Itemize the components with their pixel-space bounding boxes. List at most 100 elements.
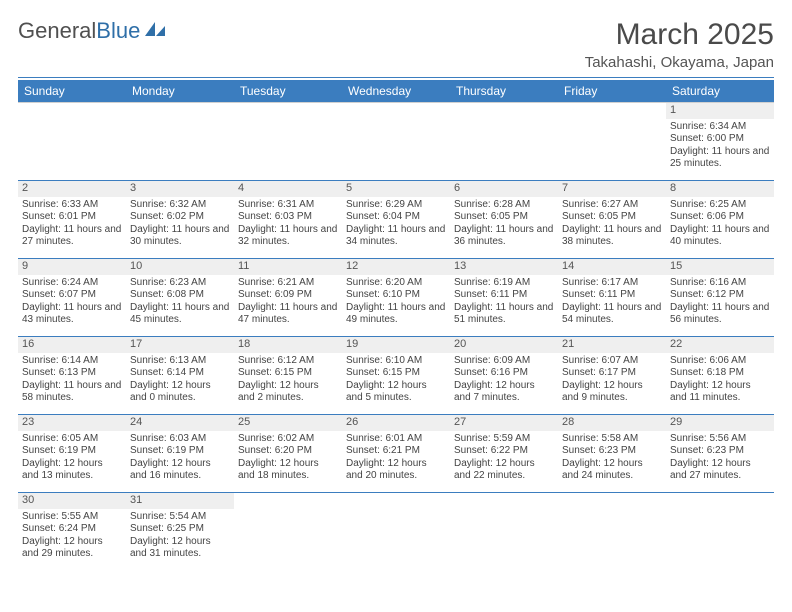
day-number: 1 bbox=[666, 103, 774, 119]
day-number: 25 bbox=[234, 415, 342, 431]
daylight-text: Daylight: 11 hours and 32 minutes. bbox=[238, 224, 338, 249]
weekday-header: Saturday bbox=[666, 80, 774, 103]
weekday-header: Sunday bbox=[18, 80, 126, 103]
calendar-cell: 27Sunrise: 5:59 AMSunset: 6:22 PMDayligh… bbox=[450, 415, 558, 493]
header: GeneralBlue March 2025 Takahashi, Okayam… bbox=[18, 18, 774, 71]
day-number: 3 bbox=[126, 181, 234, 197]
day-number: 26 bbox=[342, 415, 450, 431]
sunrise-text: Sunrise: 6:14 AM bbox=[22, 355, 122, 368]
sunrise-text: Sunrise: 6:12 AM bbox=[238, 355, 338, 368]
sunrise-text: Sunrise: 5:59 AM bbox=[454, 433, 554, 446]
weekday-header: Wednesday bbox=[342, 80, 450, 103]
calendar-cell bbox=[126, 103, 234, 181]
calendar-body: 1Sunrise: 6:34 AMSunset: 6:00 PMDaylight… bbox=[18, 103, 774, 571]
sunset-text: Sunset: 6:05 PM bbox=[454, 211, 554, 224]
weekday-header: Tuesday bbox=[234, 80, 342, 103]
day-number: 7 bbox=[558, 181, 666, 197]
day-number: 6 bbox=[450, 181, 558, 197]
sunset-text: Sunset: 6:00 PM bbox=[670, 133, 770, 146]
day-number: 12 bbox=[342, 259, 450, 275]
sunrise-text: Sunrise: 6:31 AM bbox=[238, 199, 338, 212]
calendar-cell bbox=[450, 103, 558, 181]
daylight-text: Daylight: 11 hours and 54 minutes. bbox=[562, 302, 662, 327]
day-number: 10 bbox=[126, 259, 234, 275]
sunset-text: Sunset: 6:21 PM bbox=[346, 445, 446, 458]
sunset-text: Sunset: 6:01 PM bbox=[22, 211, 122, 224]
daylight-text: Daylight: 12 hours and 24 minutes. bbox=[562, 458, 662, 483]
sunrise-text: Sunrise: 6:24 AM bbox=[22, 277, 122, 290]
daylight-text: Daylight: 11 hours and 56 minutes. bbox=[670, 302, 770, 327]
sunrise-text: Sunrise: 6:20 AM bbox=[346, 277, 446, 290]
daylight-text: Daylight: 11 hours and 38 minutes. bbox=[562, 224, 662, 249]
daylight-text: Daylight: 11 hours and 49 minutes. bbox=[346, 302, 446, 327]
sunrise-text: Sunrise: 6:13 AM bbox=[130, 355, 230, 368]
daylight-text: Daylight: 11 hours and 36 minutes. bbox=[454, 224, 554, 249]
sunset-text: Sunset: 6:22 PM bbox=[454, 445, 554, 458]
calendar-cell bbox=[234, 493, 342, 571]
daylight-text: Daylight: 12 hours and 27 minutes. bbox=[670, 458, 770, 483]
daylight-text: Daylight: 11 hours and 45 minutes. bbox=[130, 302, 230, 327]
sunrise-text: Sunrise: 6:09 AM bbox=[454, 355, 554, 368]
calendar-week-row: 16Sunrise: 6:14 AMSunset: 6:13 PMDayligh… bbox=[18, 337, 774, 415]
sunset-text: Sunset: 6:19 PM bbox=[130, 445, 230, 458]
sunrise-text: Sunrise: 6:16 AM bbox=[670, 277, 770, 290]
sunrise-text: Sunrise: 6:21 AM bbox=[238, 277, 338, 290]
sunset-text: Sunset: 6:23 PM bbox=[670, 445, 770, 458]
daylight-text: Daylight: 11 hours and 30 minutes. bbox=[130, 224, 230, 249]
sunrise-text: Sunrise: 6:05 AM bbox=[22, 433, 122, 446]
calendar-cell: 10Sunrise: 6:23 AMSunset: 6:08 PMDayligh… bbox=[126, 259, 234, 337]
sunrise-text: Sunrise: 6:10 AM bbox=[346, 355, 446, 368]
day-number: 20 bbox=[450, 337, 558, 353]
calendar-week-row: 30Sunrise: 5:55 AMSunset: 6:24 PMDayligh… bbox=[18, 493, 774, 571]
weekday-header: Thursday bbox=[450, 80, 558, 103]
day-number: 31 bbox=[126, 493, 234, 509]
calendar-cell: 9Sunrise: 6:24 AMSunset: 6:07 PMDaylight… bbox=[18, 259, 126, 337]
sunset-text: Sunset: 6:16 PM bbox=[454, 367, 554, 380]
day-number: 2 bbox=[18, 181, 126, 197]
sunset-text: Sunset: 6:20 PM bbox=[238, 445, 338, 458]
day-number: 5 bbox=[342, 181, 450, 197]
daylight-text: Daylight: 12 hours and 9 minutes. bbox=[562, 380, 662, 405]
calendar-cell: 22Sunrise: 6:06 AMSunset: 6:18 PMDayligh… bbox=[666, 337, 774, 415]
calendar-cell: 20Sunrise: 6:09 AMSunset: 6:16 PMDayligh… bbox=[450, 337, 558, 415]
daylight-text: Daylight: 11 hours and 51 minutes. bbox=[454, 302, 554, 327]
sunrise-text: Sunrise: 6:17 AM bbox=[562, 277, 662, 290]
sunrise-text: Sunrise: 6:29 AM bbox=[346, 199, 446, 212]
day-number: 11 bbox=[234, 259, 342, 275]
day-number: 24 bbox=[126, 415, 234, 431]
logo: GeneralBlue bbox=[18, 18, 167, 44]
sunrise-text: Sunrise: 5:56 AM bbox=[670, 433, 770, 446]
sunset-text: Sunset: 6:14 PM bbox=[130, 367, 230, 380]
day-number: 23 bbox=[18, 415, 126, 431]
day-number: 30 bbox=[18, 493, 126, 509]
sunset-text: Sunset: 6:10 PM bbox=[346, 289, 446, 302]
day-number: 29 bbox=[666, 415, 774, 431]
calendar-cell bbox=[450, 493, 558, 571]
calendar-cell: 4 Sunrise: 6:31 AMSunset: 6:03 PMDaylight… bbox=[234, 181, 342, 259]
daylight-text: Daylight: 11 hours and 47 minutes. bbox=[238, 302, 338, 327]
daylight-text: Daylight: 12 hours and 2 minutes. bbox=[238, 380, 338, 405]
sunrise-text: Sunrise: 6:07 AM bbox=[562, 355, 662, 368]
day-number: 16 bbox=[18, 337, 126, 353]
calendar-week-row: 1Sunrise: 6:34 AMSunset: 6:00 PMDaylight… bbox=[18, 103, 774, 181]
daylight-text: Daylight: 12 hours and 29 minutes. bbox=[22, 536, 122, 561]
calendar-cell: 19Sunrise: 6:10 AMSunset: 6:15 PMDayligh… bbox=[342, 337, 450, 415]
calendar-cell bbox=[558, 493, 666, 571]
day-number: 28 bbox=[558, 415, 666, 431]
sunset-text: Sunset: 6:17 PM bbox=[562, 367, 662, 380]
sunset-text: Sunset: 6:03 PM bbox=[238, 211, 338, 224]
weekday-header: Friday bbox=[558, 80, 666, 103]
calendar-cell: 1Sunrise: 6:34 AMSunset: 6:00 PMDaylight… bbox=[666, 103, 774, 181]
calendar-cell bbox=[18, 103, 126, 181]
sunset-text: Sunset: 6:09 PM bbox=[238, 289, 338, 302]
calendar-week-row: 2Sunrise: 6:33 AMSunset: 6:01 PMDaylight… bbox=[18, 181, 774, 259]
calendar-cell bbox=[234, 103, 342, 181]
sunset-text: Sunset: 6:04 PM bbox=[346, 211, 446, 224]
month-title: March 2025 bbox=[585, 18, 774, 52]
day-number: 4 bbox=[234, 181, 342, 197]
sunrise-text: Sunrise: 6:32 AM bbox=[130, 199, 230, 212]
sunset-text: Sunset: 6:25 PM bbox=[130, 523, 230, 536]
calendar-cell: 28Sunrise: 5:58 AMSunset: 6:23 PMDayligh… bbox=[558, 415, 666, 493]
calendar-cell: 11 Sunrise: 6:21 AMSunset: 6:09 PMDayligh… bbox=[234, 259, 342, 337]
sunset-text: Sunset: 6:18 PM bbox=[670, 367, 770, 380]
